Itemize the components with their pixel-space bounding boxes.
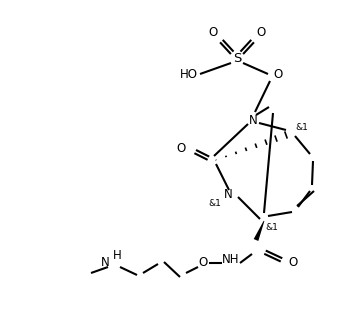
Text: O: O — [256, 26, 266, 39]
Text: N: N — [249, 114, 257, 127]
Text: NH: NH — [222, 253, 240, 266]
Text: O: O — [198, 257, 208, 270]
Polygon shape — [254, 221, 264, 241]
Text: &1: &1 — [266, 224, 278, 233]
Text: O: O — [289, 256, 298, 268]
Text: N: N — [101, 257, 110, 270]
Text: S: S — [233, 52, 241, 64]
Text: O: O — [273, 67, 282, 81]
Text: HO: HO — [180, 67, 198, 81]
Text: O: O — [208, 26, 218, 39]
Text: &1: &1 — [296, 123, 309, 132]
Text: O: O — [176, 142, 186, 155]
Text: H: H — [113, 249, 121, 262]
Text: &1: &1 — [208, 198, 221, 207]
Text: N: N — [224, 188, 232, 202]
